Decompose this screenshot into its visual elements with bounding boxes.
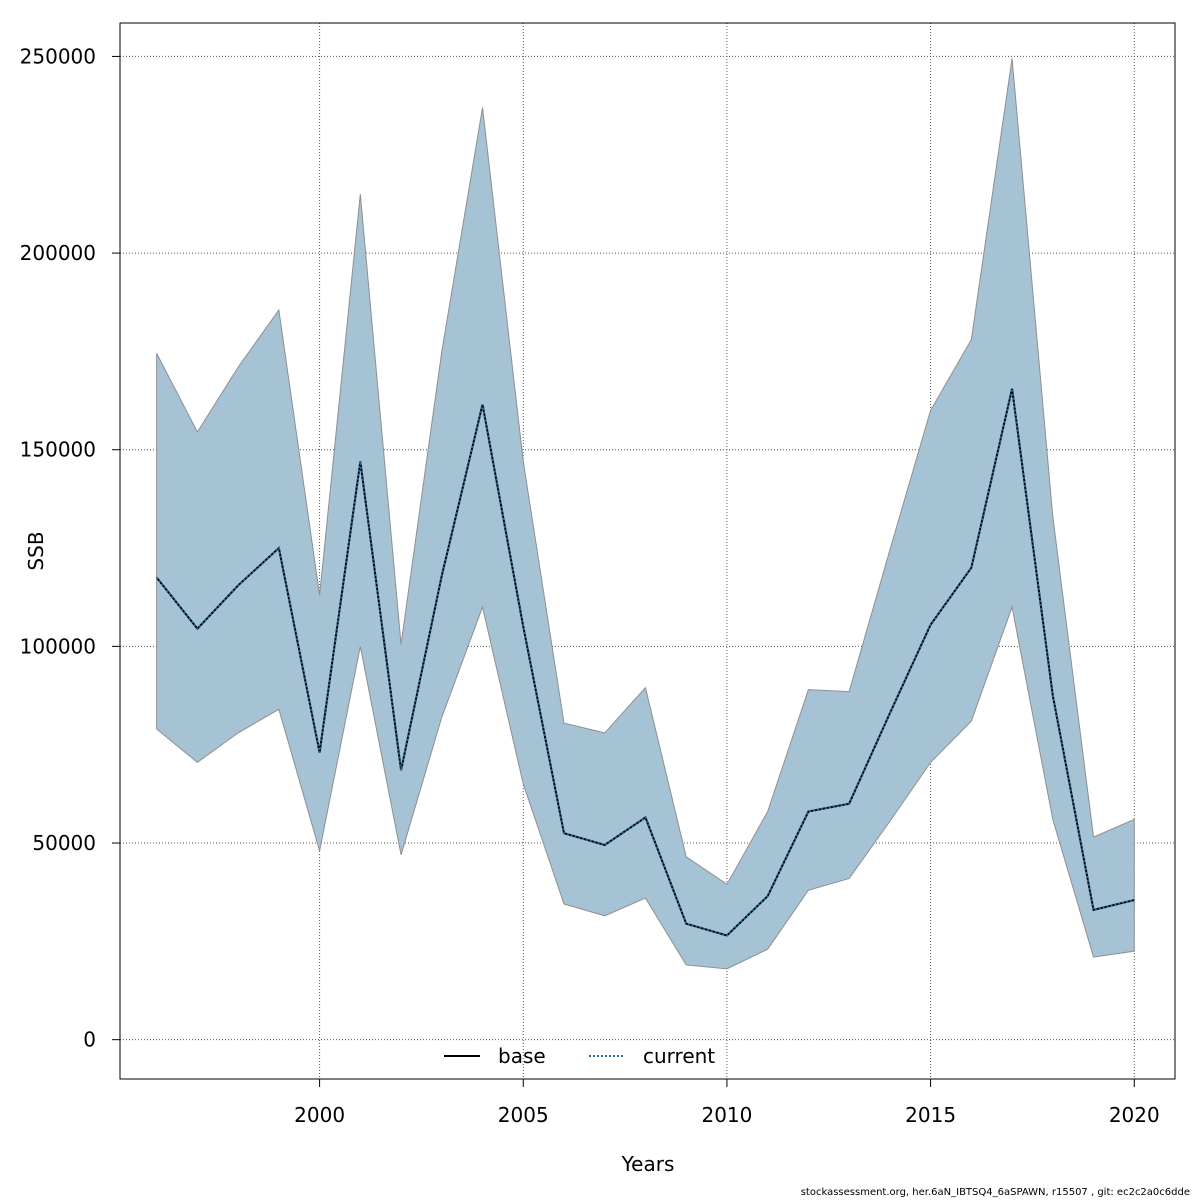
y-tick-label: 100000 [20,634,96,658]
x-tick-label: 2000 [294,1103,345,1127]
confidence-band [156,58,1135,970]
y-tick-label: 50000 [32,831,96,855]
ssb-confidence-band [156,58,1135,970]
plot-frame [119,22,1176,1080]
y-tick-label: 200000 [20,241,96,265]
x-tick-label: 2015 [905,1103,956,1127]
x-axis-title: Years [621,1152,675,1176]
y-axis-title: SSB [24,531,48,570]
legend-label-base: base [498,1044,546,1068]
y-tick-label: 0 [83,1028,96,1052]
series-line-current [155,388,1135,937]
series-lines [155,388,1135,937]
y-tick-label: 150000 [20,438,96,462]
x-tick-label: 2010 [701,1103,752,1127]
x-tick-label: 2005 [498,1103,549,1127]
axis-ticks: 2000 2005 2010 2015 2020 0 50000 100000 150000 20… [20,44,1160,1127]
x-tick-label: 2020 [1109,1103,1160,1127]
legend: base current [444,1044,715,1068]
legend-label-current: current [643,1044,715,1068]
footer-credit: stockassessment.org, her.6aN_IBTSQ4_6aSP… [800,1187,1190,1198]
y-tick-label: 250000 [20,44,96,68]
